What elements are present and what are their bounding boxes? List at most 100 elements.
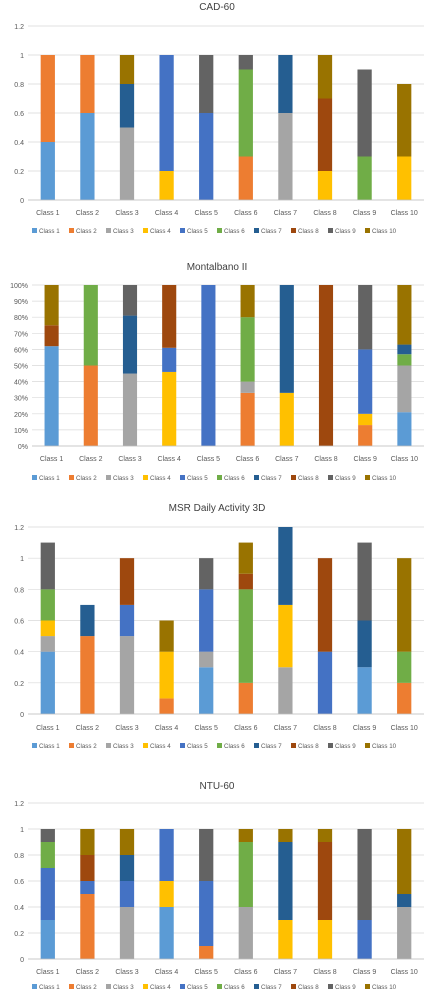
y-tick-label: 60% [14, 347, 28, 354]
legend-label: Class 4 [150, 228, 171, 235]
bar-segment [162, 285, 177, 348]
legend-label: Class 9 [335, 743, 356, 750]
legend-label: Class 4 [150, 984, 171, 991]
legend-label: Class 4 [150, 475, 171, 482]
bar-segment [40, 589, 55, 621]
legend-swatch [32, 984, 37, 989]
bar-segment [159, 651, 174, 699]
legend-swatch [291, 475, 296, 480]
legend-label: Class 9 [335, 984, 356, 991]
bar-segment [358, 413, 373, 426]
legend-swatch [365, 984, 370, 989]
bar-segment [159, 55, 174, 171]
legend-swatch [143, 984, 148, 989]
x-tick-label: Class 3 [115, 210, 138, 217]
legend-swatch [32, 743, 37, 748]
bar-segment [40, 620, 55, 637]
legend-label: Class 8 [298, 475, 319, 482]
bar-segment [317, 651, 333, 714]
y-tick-label: 0.6 [14, 111, 24, 118]
x-tick-label: Class 8 [313, 725, 336, 732]
bar-segment [40, 542, 55, 590]
y-tick-label: 30% [14, 396, 28, 403]
x-tick-label: Class 7 [275, 456, 298, 463]
x-tick-label: Class 3 [115, 725, 138, 732]
bar-segment [119, 829, 135, 855]
x-tick-label: Class 5 [195, 969, 218, 976]
bar-segment [240, 285, 255, 318]
bar-segment [317, 842, 333, 920]
bar-segment [238, 829, 253, 842]
x-tick-label: Class 9 [353, 725, 376, 732]
legend-label: Class 10 [372, 984, 397, 991]
bar-segment [278, 829, 293, 842]
legend-label: Class 7 [261, 228, 282, 235]
y-tick-label: 1.2 [14, 24, 24, 31]
bar-segment [201, 285, 216, 446]
bar-segment [397, 558, 412, 652]
legend-swatch [69, 743, 74, 748]
bar-segment [397, 829, 412, 894]
legend-label: Class 6 [224, 475, 245, 482]
legend-label: Class 9 [335, 228, 356, 235]
bar-segment [199, 829, 214, 881]
bar-segment [357, 920, 372, 959]
bar-segment [238, 542, 253, 574]
bar-segment [80, 855, 95, 881]
x-tick-label: Class 10 [391, 725, 418, 732]
bar-segment [119, 558, 135, 605]
bar-segment [397, 354, 412, 366]
bar-segment [80, 829, 95, 855]
legend-label: Class 10 [372, 475, 397, 482]
legend-swatch [32, 475, 37, 480]
legend-swatch [291, 743, 296, 748]
bar-segment [317, 55, 333, 99]
bar-segment [159, 620, 174, 652]
y-tick-label: 0.8 [14, 82, 24, 89]
legend-swatch [143, 743, 148, 748]
y-tick-label: 0.4 [14, 905, 24, 912]
y-tick-label: 1 [20, 556, 24, 563]
legend-swatch [254, 228, 259, 233]
bar-segment [397, 682, 412, 714]
bar-segment [278, 920, 293, 959]
bar-segment [357, 69, 372, 157]
legend-label: Class 6 [224, 228, 245, 235]
legend-swatch [328, 228, 333, 233]
bar-segment [40, 55, 55, 142]
bar-segment [40, 842, 55, 868]
x-tick-label: Class 6 [234, 725, 257, 732]
x-tick-label: Class 2 [79, 456, 102, 463]
bar-segment [199, 946, 214, 959]
legend-swatch [32, 228, 37, 233]
legend-label: Class 5 [187, 475, 208, 482]
x-tick-label: Class 8 [313, 210, 336, 217]
bar-segment [40, 868, 55, 920]
chart-title: MSR Daily Activity 3D [169, 503, 266, 514]
legend-label: Class 6 [224, 743, 245, 750]
bar-segment [397, 285, 412, 345]
bar-segment [278, 842, 293, 920]
legend-label: Class 5 [187, 984, 208, 991]
legend-label: Class 1 [39, 228, 60, 235]
x-tick-label: Class 2 [76, 725, 99, 732]
bar-segment [44, 325, 59, 347]
bar-segment [238, 55, 253, 70]
bar-segment [317, 920, 333, 959]
x-tick-label: Class 2 [76, 210, 99, 217]
bar-segment [358, 349, 373, 414]
bar-segment [119, 55, 135, 84]
x-tick-label: Class 9 [353, 969, 376, 976]
bar-segment [238, 907, 253, 959]
legend-swatch [365, 475, 370, 480]
bar-segment [159, 698, 174, 714]
legend-label: Class 10 [372, 228, 397, 235]
bar-segment [80, 881, 95, 894]
bar-segment [357, 667, 372, 714]
bar-segment [199, 881, 214, 946]
legend-label: Class 7 [261, 984, 282, 991]
bar-segment [357, 620, 372, 668]
bar-segment [240, 381, 255, 393]
legend-swatch [254, 475, 259, 480]
bar-segment [159, 907, 174, 959]
